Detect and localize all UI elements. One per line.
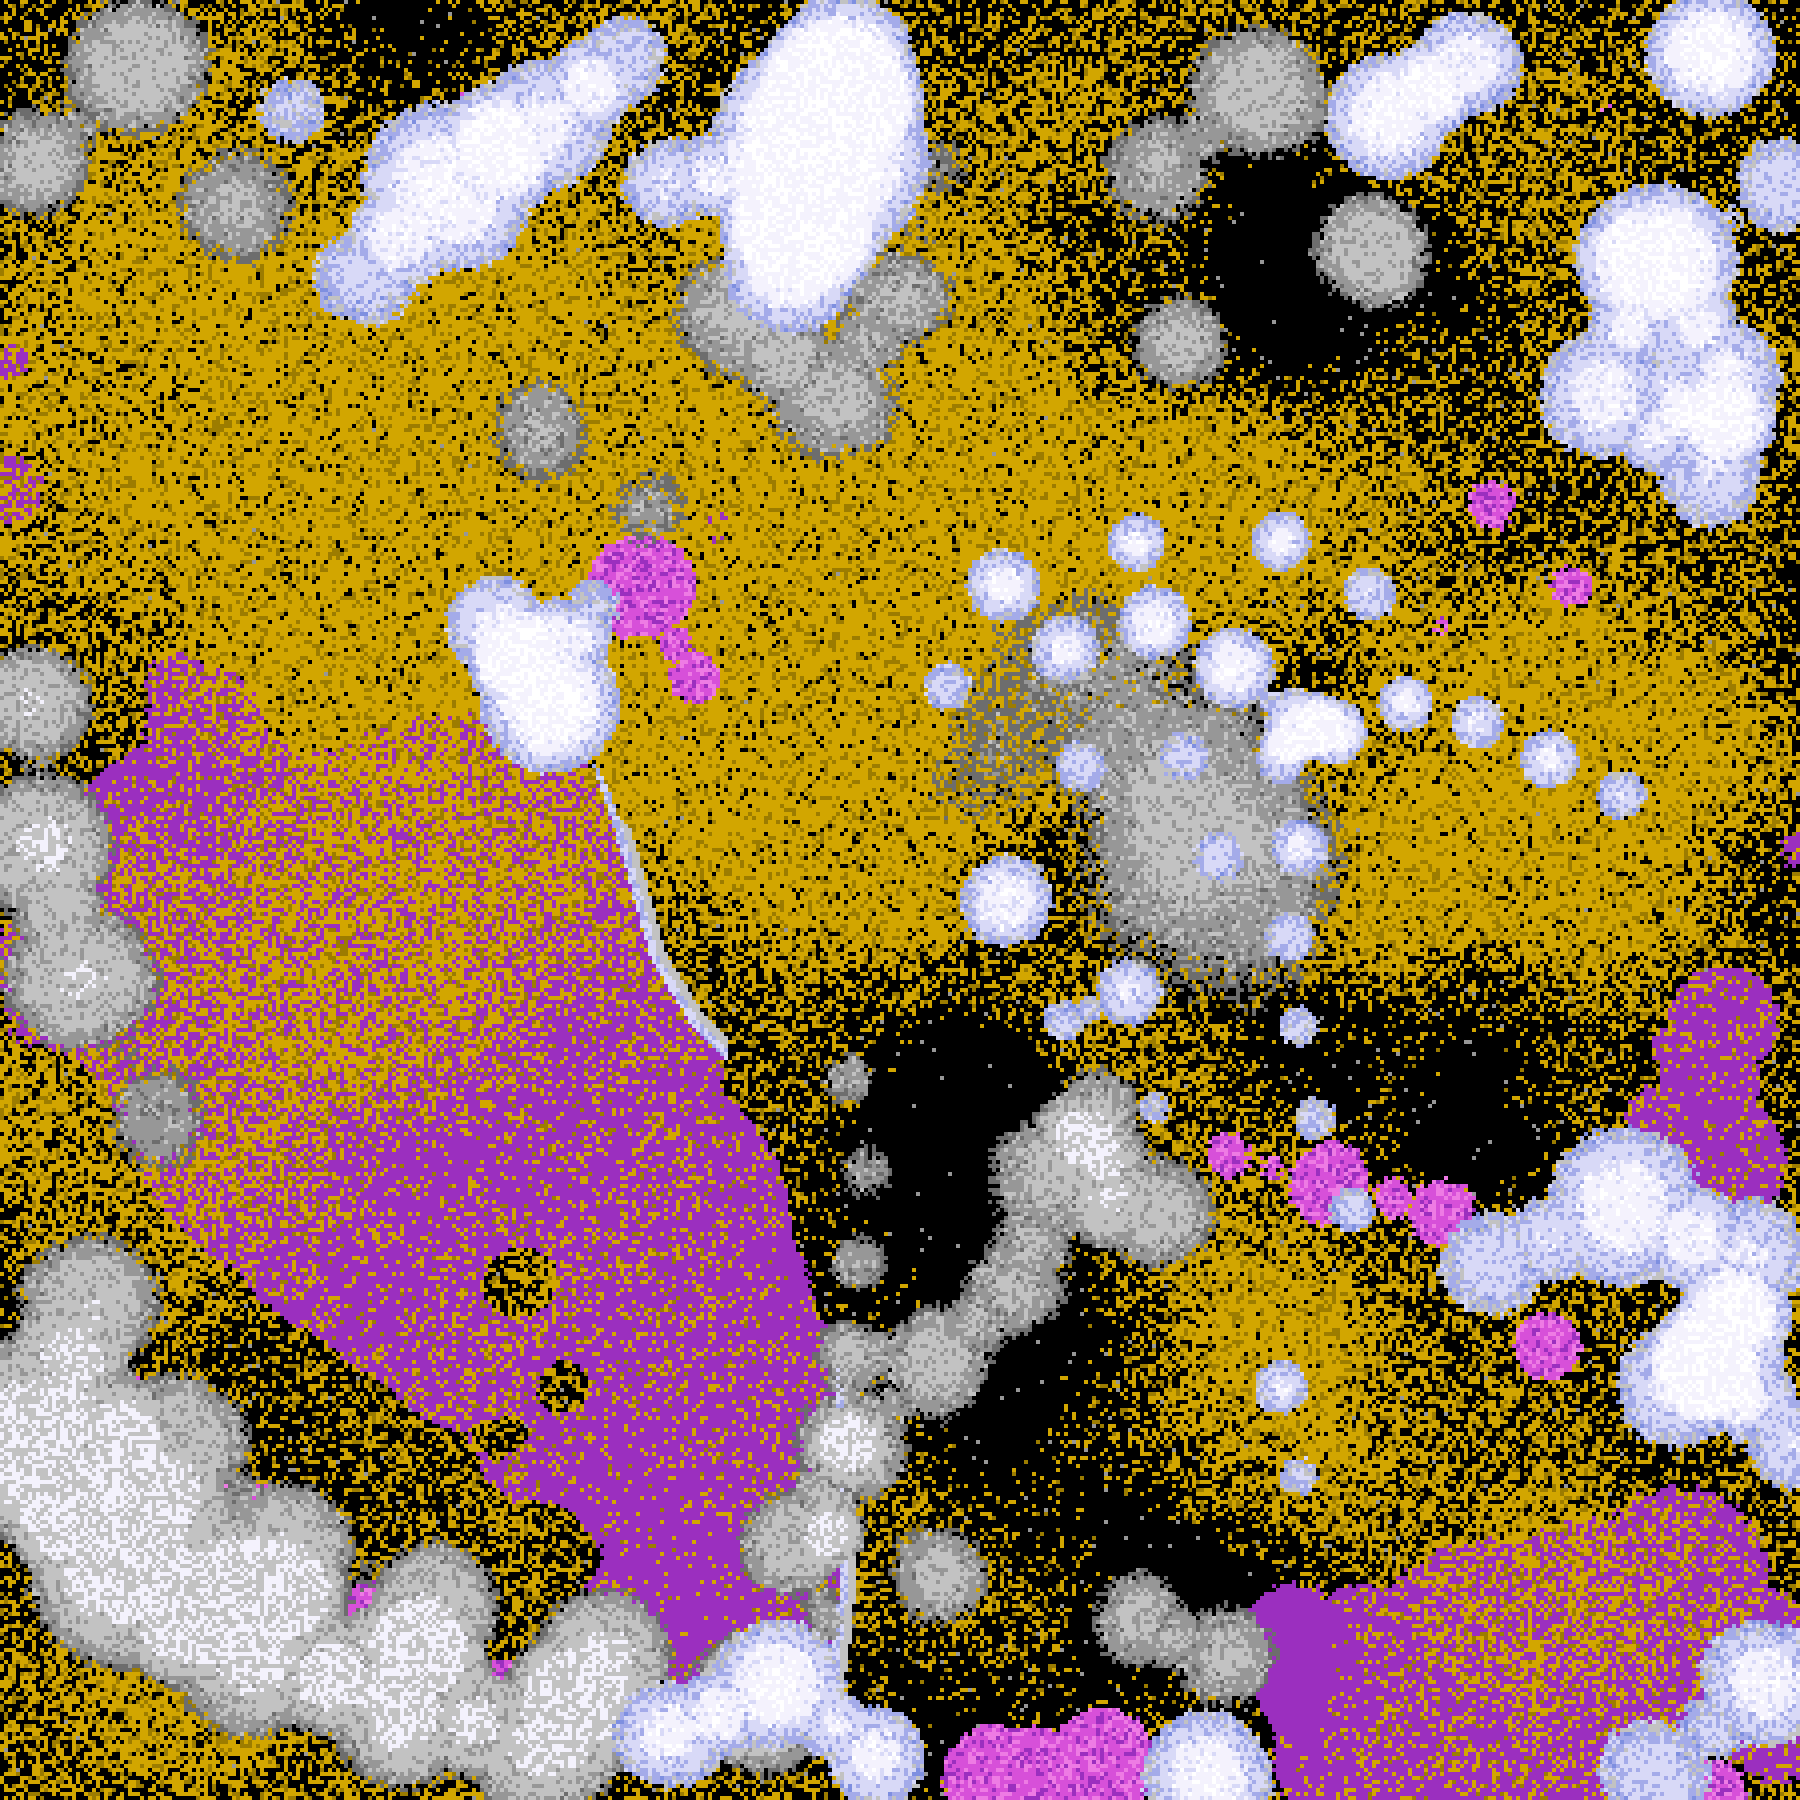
false-color-composite-canvas — [0, 0, 1800, 1800]
satellite-false-color-image — [0, 0, 1800, 1800]
